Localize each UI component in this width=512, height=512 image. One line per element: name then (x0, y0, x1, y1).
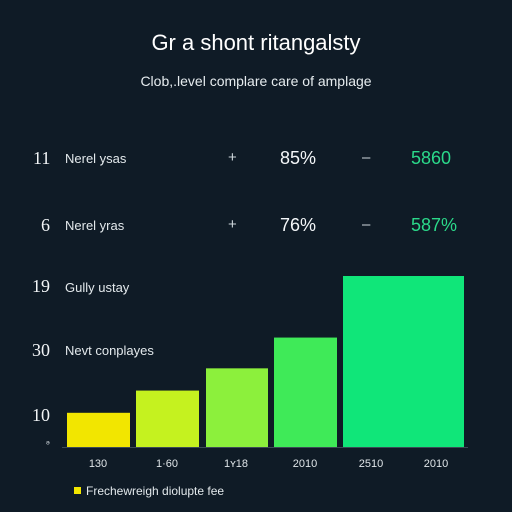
plus-sign: + (228, 149, 237, 166)
x-tick-label: 130 (89, 458, 107, 470)
x-tick-label: 2010 (424, 458, 448, 470)
axis-number: 19 (32, 276, 50, 296)
row-number: 11 (33, 148, 51, 168)
plus-sign: + (228, 216, 237, 233)
bar-1 (67, 412, 130, 447)
chart-title: Gr a shont ritangalsty (151, 30, 361, 55)
x-tick-label: 2010 (293, 458, 317, 470)
row-value: 587% (411, 215, 458, 235)
legend-label: Frechewreigh diolupte fee (86, 484, 225, 498)
axis-small-mark: ₔ (46, 436, 50, 447)
legend: Frechewreigh diolupte fee (74, 484, 224, 498)
bar-4 (274, 337, 337, 447)
bar-5 (343, 276, 464, 447)
dash-sign: – (362, 216, 371, 233)
row-value: 5860 (411, 148, 452, 168)
row-percent: 76% (280, 215, 317, 235)
x-tick-label: 2510 (359, 458, 383, 470)
axis-number: 10 (32, 405, 50, 425)
bar-3 (206, 368, 268, 447)
bar-2 (136, 390, 199, 447)
dash-sign: – (362, 149, 371, 166)
row-percent: 85% (280, 148, 317, 168)
axis-side-label: Gully ustay (65, 280, 130, 295)
x-tick-label: 1ʏ18 (224, 458, 248, 470)
row-label: Nerel yras (65, 218, 125, 233)
row-label: Nerel ysas (65, 151, 127, 166)
chart-subtitle: Clob,.level complare care of amplage (140, 73, 372, 89)
x-tick-label: 1·60 (156, 458, 178, 470)
legend-swatch (74, 487, 81, 494)
axis-number: 30 (32, 340, 50, 360)
row-number: 6 (41, 215, 50, 235)
axis-side-label: Nevt conplayes (65, 343, 154, 358)
